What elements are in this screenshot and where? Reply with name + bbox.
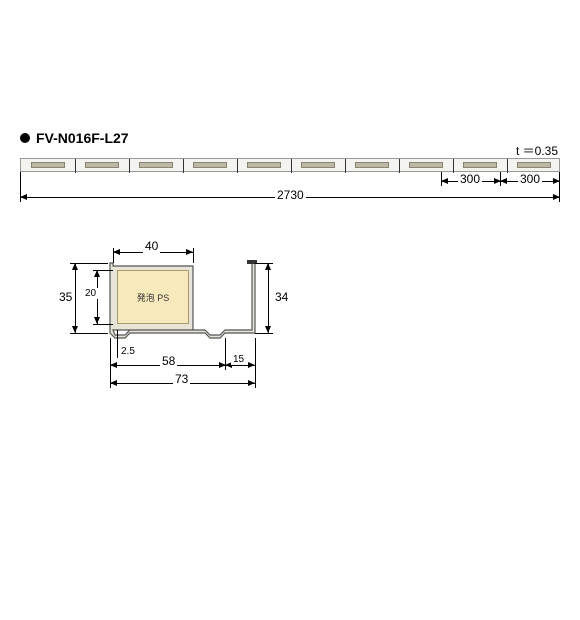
bar-tick xyxy=(291,159,292,173)
dim-35-label: 35 xyxy=(57,290,74,304)
dim-35 xyxy=(75,263,76,333)
dim-34 xyxy=(268,263,269,333)
dim-15-label: 15 xyxy=(231,354,246,365)
bar-segment xyxy=(85,162,120,168)
dim-40-label: 40 xyxy=(143,239,160,253)
ext-line xyxy=(255,333,273,334)
bar-segment xyxy=(301,162,336,168)
bar-tick xyxy=(75,159,76,173)
thickness-label: t ＝0.35 xyxy=(516,142,558,159)
dim-2_5-label: 2.5 xyxy=(119,346,137,357)
dim-73-label: 73 xyxy=(173,372,190,386)
bar-tick xyxy=(453,159,454,173)
bar-tick xyxy=(399,159,400,173)
dim-20-label: 20 xyxy=(83,288,98,299)
dim-seg1-label: 300 xyxy=(458,172,482,186)
dim-seg2-label: 300 xyxy=(518,172,542,186)
bar-segment xyxy=(247,162,282,168)
ext-line xyxy=(255,368,256,388)
cross-section: 発泡 PS 40 35 20 34 2.5 58 15 73 xyxy=(75,238,305,408)
bar-segment xyxy=(463,162,498,168)
ext-line xyxy=(117,330,118,358)
ext-line xyxy=(193,248,194,263)
bar-tick xyxy=(237,159,238,173)
dim-58-label: 58 xyxy=(160,354,177,368)
ext-line xyxy=(70,333,108,334)
ext-line xyxy=(255,338,256,370)
bar-segment xyxy=(517,162,552,168)
foam-block: 発泡 PS xyxy=(117,270,189,324)
bar-tick xyxy=(507,159,508,173)
foam-label: 発泡 PS xyxy=(137,291,170,304)
dim-34-label: 34 xyxy=(273,290,290,304)
bar-tick xyxy=(129,159,130,173)
ext-line xyxy=(93,324,113,325)
bar-segment xyxy=(355,162,390,168)
bar-segment xyxy=(409,162,444,168)
bar-segment xyxy=(139,162,174,168)
dim-total-label: 2730 xyxy=(275,188,306,202)
elevation-bar xyxy=(20,158,560,172)
dim-15 xyxy=(225,365,255,366)
bar-tick xyxy=(345,159,346,173)
bullet-icon xyxy=(20,133,30,143)
bar-segment xyxy=(193,162,228,168)
bar-tick xyxy=(183,159,184,173)
bar-segment xyxy=(31,162,66,168)
model-number: FV-N016F-L27 xyxy=(36,130,129,146)
title-row: FV-N016F-L27 xyxy=(20,130,129,146)
